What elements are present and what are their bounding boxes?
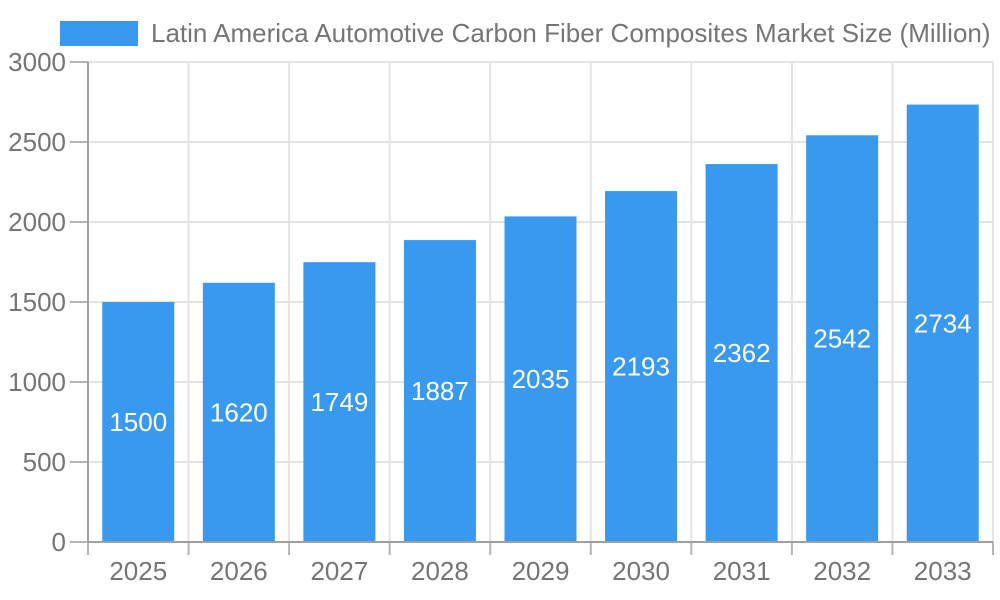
x-axis-tick-label: 2030 <box>612 556 670 586</box>
x-axis-tick-label: 2033 <box>914 556 972 586</box>
y-axis-tick-label: 2500 <box>8 127 66 157</box>
bar[interactable] <box>403 240 476 542</box>
bar-value-label: 2362 <box>713 338 771 368</box>
bar-value-label: 1620 <box>210 397 268 427</box>
x-axis-tick-label: 2029 <box>512 556 570 586</box>
bar-value-label: 2734 <box>914 308 972 338</box>
bar-value-label: 2193 <box>612 352 670 382</box>
y-axis-tick-label: 0 <box>52 527 66 557</box>
legend-item[interactable]: Latin America Automotive Carbon Fiber Co… <box>60 18 991 49</box>
y-axis-tick-label: 3000 <box>8 47 66 77</box>
x-axis-tick-label: 2025 <box>109 556 167 586</box>
x-axis-tick-label: 2031 <box>713 556 771 586</box>
y-axis-tick-label: 500 <box>23 447 66 477</box>
bar-value-label: 1749 <box>310 387 368 417</box>
bar[interactable] <box>705 164 778 542</box>
bar-value-label: 2542 <box>813 324 871 354</box>
x-axis-tick-label: 2028 <box>411 556 469 586</box>
bar[interactable] <box>303 262 376 542</box>
bar[interactable] <box>504 216 577 542</box>
bar[interactable] <box>102 302 175 542</box>
x-axis-tick-label: 2027 <box>310 556 368 586</box>
y-axis-tick-label: 1000 <box>8 367 66 397</box>
bar-value-label: 1500 <box>109 407 167 437</box>
bar[interactable] <box>605 191 678 542</box>
y-axis-tick-label: 1500 <box>8 287 66 317</box>
legend-label: Latin America Automotive Carbon Fiber Co… <box>151 18 991 48</box>
x-axis-tick-label: 2032 <box>813 556 871 586</box>
y-axis-tick-label: 2000 <box>8 207 66 237</box>
x-axis-tick-label: 2026 <box>210 556 268 586</box>
legend-swatch[interactable] <box>60 21 138 46</box>
bar-value-label: 1887 <box>411 376 469 406</box>
bar[interactable] <box>906 104 979 542</box>
bar[interactable] <box>202 282 275 542</box>
bar-value-label: 2035 <box>512 364 570 394</box>
bar[interactable] <box>806 135 879 542</box>
